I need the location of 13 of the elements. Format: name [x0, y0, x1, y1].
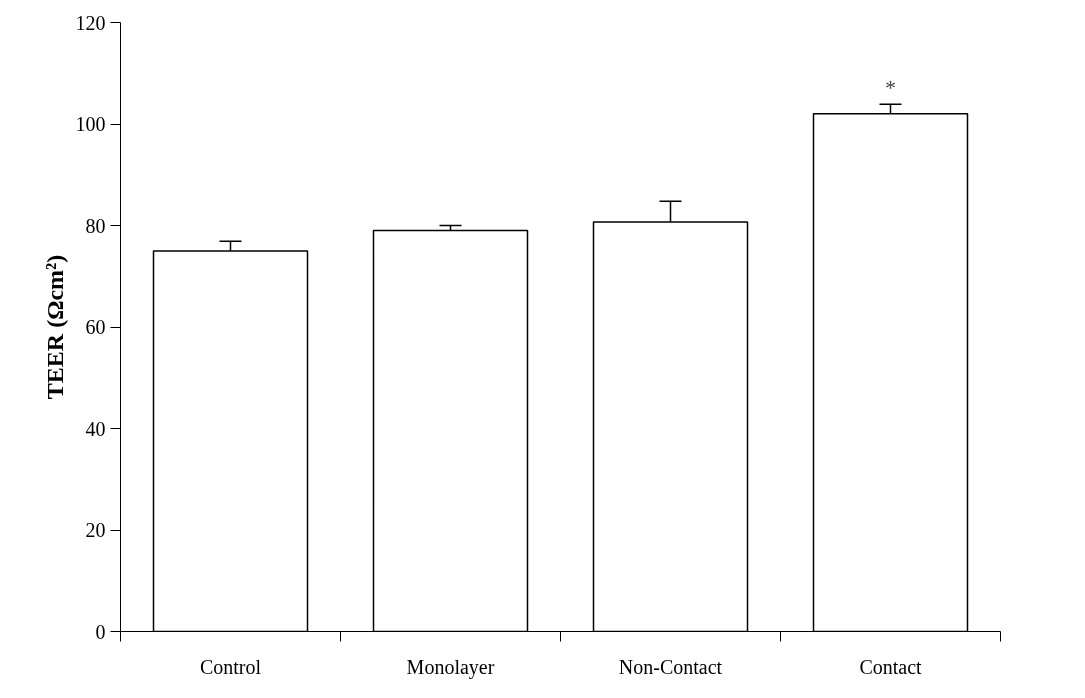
x-tick-label: Monolayer	[406, 655, 495, 679]
x-tick-label: Non-Contact	[618, 655, 723, 678]
x-tick-label: Contact	[859, 655, 923, 678]
y-tick-label: 80	[85, 214, 106, 237]
y-tick-label: 120	[75, 11, 106, 34]
y-tick-label: 100	[75, 113, 106, 135]
x-tick-label: Control	[199, 655, 262, 678]
y-tick-label: 0	[95, 620, 106, 643]
y-tick-label: 60	[85, 316, 106, 338]
y-tick-label: 40	[85, 417, 106, 440]
y-axis-title: TEER (Ωcm²)	[41, 254, 68, 400]
y-tick-label: 20	[85, 519, 106, 541]
annotation: *	[885, 75, 896, 101]
